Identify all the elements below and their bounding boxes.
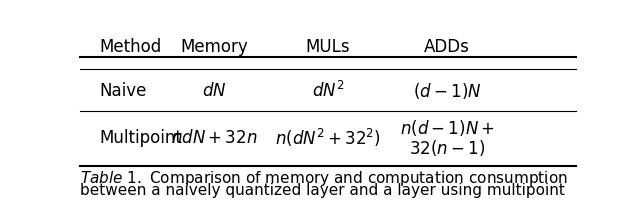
Text: $n(d-1)N+$: $n(d-1)N+$: [399, 118, 495, 138]
Text: $dN^2$: $dN^2$: [312, 81, 344, 101]
Text: MULs: MULs: [306, 38, 350, 56]
Text: $32(n-1)$: $32(n-1)$: [409, 138, 485, 158]
Text: between a naively quantized layer and a layer using multipoint: between a naively quantized layer and a …: [80, 184, 565, 199]
Text: Multipoint: Multipoint: [100, 129, 182, 147]
Text: $n(dN^2 + 32^2)$: $n(dN^2 + 32^2)$: [275, 127, 381, 149]
Text: $dN$: $dN$: [202, 82, 226, 100]
Text: $ndN + 32n$: $ndN + 32n$: [171, 129, 257, 147]
Text: Memory: Memory: [180, 38, 248, 56]
Text: $\it{Table\ 1.}$ Comparison of memory and computation consumption: $\it{Table\ 1.}$ Comparison of memory an…: [80, 169, 568, 187]
Text: $(d-1)N$: $(d-1)N$: [413, 81, 481, 101]
Text: Naive: Naive: [100, 82, 147, 100]
Text: Method: Method: [100, 38, 162, 56]
Text: ADDs: ADDs: [424, 38, 470, 56]
